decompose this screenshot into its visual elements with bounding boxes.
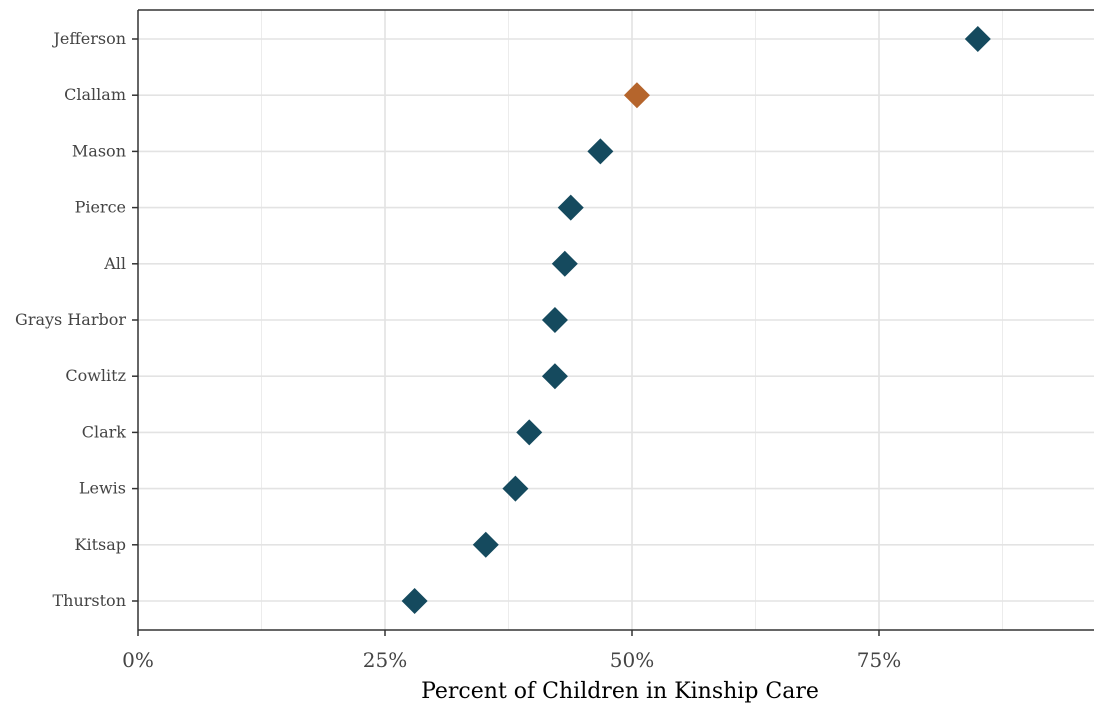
data-points <box>401 26 991 614</box>
axes <box>132 9 1094 636</box>
category-label: Mason <box>72 141 126 160</box>
x-tick-label: 50% <box>610 648 654 672</box>
x-tick-label: 75% <box>857 648 901 672</box>
x-tick-label: 0% <box>122 648 154 672</box>
category-label: Jefferson <box>51 29 126 48</box>
x-tick-label: 25% <box>363 648 407 672</box>
category-label: Thurston <box>52 591 126 610</box>
category-label: Pierce <box>75 198 126 217</box>
category-label: Kitsap <box>75 535 127 554</box>
data-point-clark <box>516 419 543 446</box>
data-point-grays-harbor <box>541 307 568 333</box>
category-label: Cowlitz <box>65 366 126 385</box>
data-point-jefferson <box>964 26 991 52</box>
category-label: Lewis <box>79 479 126 498</box>
category-label: Clark <box>82 422 127 441</box>
data-point-clallam <box>623 82 650 109</box>
data-point-thurston <box>401 588 428 614</box>
x-tick-labels: 0% 25% 50% 75% <box>122 648 901 672</box>
grid-lines <box>138 10 1094 630</box>
x-axis-title: Percent of Children in Kinship Care <box>421 679 819 704</box>
data-point-cowlitz <box>541 363 568 390</box>
category-label: Grays Harbor <box>15 310 126 329</box>
data-point-mason <box>587 138 614 165</box>
data-point-lewis <box>502 475 529 502</box>
data-point-all <box>551 250 578 277</box>
category-labels: Jefferson Clallam Mason Pierce All Grays Harb… <box>15 29 126 610</box>
data-point-pierce <box>557 194 584 221</box>
category-label: Clallam <box>64 85 126 104</box>
data-point-kitsap <box>472 531 499 558</box>
category-label: All <box>103 254 126 273</box>
